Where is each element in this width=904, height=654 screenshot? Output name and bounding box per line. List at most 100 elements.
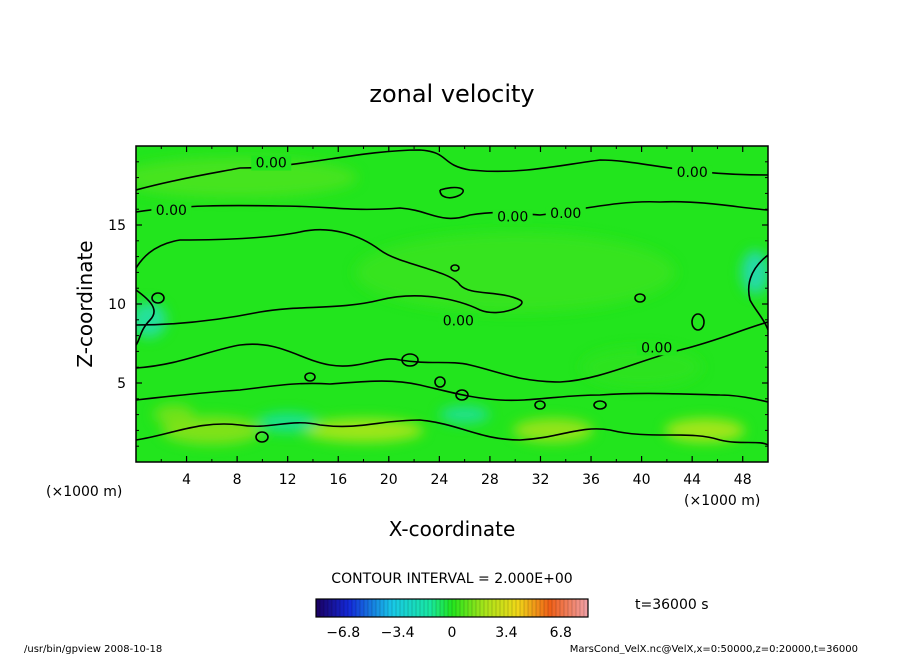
x-axis: 4 8 12 16 20 24 28 32 36 40 44 48 xyxy=(160,146,752,488)
colorbar xyxy=(315,598,589,618)
colorbar-cell xyxy=(492,599,497,617)
colorbar-cell xyxy=(468,599,473,617)
colorbar-cell xyxy=(432,599,437,617)
y-axis: 5 10 15 xyxy=(108,161,768,447)
contour-label: 0.00 xyxy=(550,206,581,222)
colorbar-cell xyxy=(416,599,421,617)
x-tick-label: 28 xyxy=(481,472,499,488)
field-patch xyxy=(513,418,594,443)
x-unit-right: (×1000 m) xyxy=(684,493,760,509)
colorbar-cell xyxy=(332,599,337,617)
colorbar-cell xyxy=(392,599,397,617)
colorbar-cell xyxy=(448,599,453,617)
colorbar-cell xyxy=(420,599,425,617)
colorbar-cell xyxy=(532,599,537,617)
colorbar-cell xyxy=(528,599,533,617)
x-tick-label: 32 xyxy=(532,472,550,488)
colorbar-cell xyxy=(372,599,377,617)
colorbar-cell xyxy=(552,599,557,617)
x-tick-label: 40 xyxy=(633,472,651,488)
colorbar-cell xyxy=(364,599,369,617)
colorbar-cell xyxy=(476,599,481,617)
colorbar-cell xyxy=(452,599,457,617)
colorbar-cell xyxy=(344,599,349,617)
colorbar-cell xyxy=(480,599,485,617)
colorbar-cell xyxy=(508,599,513,617)
colorbar-cell xyxy=(576,599,581,617)
colorbar-cell xyxy=(408,599,413,617)
field-patch xyxy=(303,418,424,443)
contour-label-bg xyxy=(672,165,713,181)
contour-line xyxy=(748,254,768,331)
y-axis-label: Z-coordinate xyxy=(73,240,97,367)
colorbar-cell xyxy=(440,599,445,617)
field-patch xyxy=(439,405,490,424)
x-tick-label: 20 xyxy=(380,472,398,488)
contour-label: 0.00 xyxy=(156,203,187,219)
colorbar-cell xyxy=(328,599,333,617)
colorbar-cell xyxy=(320,599,325,617)
field-patch xyxy=(136,157,358,198)
colorbar-cell xyxy=(484,599,489,617)
contour-loop xyxy=(593,400,607,410)
x-tick-label: 44 xyxy=(683,472,701,488)
contour-label: 0.00 xyxy=(677,165,708,181)
contour-loop xyxy=(634,293,646,303)
field-patch xyxy=(355,232,676,313)
contour-label: 0.00 xyxy=(256,156,287,172)
contour-label-bg xyxy=(151,202,192,218)
colorbar-cell xyxy=(580,599,585,617)
colorbar-cell xyxy=(388,599,393,617)
colorbar-cell xyxy=(348,599,353,617)
colorbar-tick-label: 3.4 xyxy=(495,625,517,641)
contour-label: 0.00 xyxy=(641,340,672,356)
x-tick-label: 16 xyxy=(329,472,347,488)
contour-label-bg xyxy=(492,209,533,225)
contour-loop xyxy=(304,372,316,382)
colorbar-cell xyxy=(512,599,517,617)
contour-loop xyxy=(691,313,705,331)
contour-loop xyxy=(455,389,469,401)
field-patch xyxy=(664,418,745,443)
colorbar-cell xyxy=(472,599,477,617)
x-tick-label: 12 xyxy=(279,472,297,488)
colorbar-cell xyxy=(444,599,449,617)
footer-right: MarsCond_VelX.nc@VelX,x=0:50000,z=0:2000… xyxy=(570,644,858,654)
contour-label: 0.00 xyxy=(497,209,528,225)
colorbar-cell xyxy=(560,599,565,617)
colorbar-cell xyxy=(524,599,529,617)
colorbar-cell xyxy=(340,599,345,617)
colorbar-cell xyxy=(380,599,385,617)
contour-line xyxy=(136,200,768,220)
contour-interval-label: CONTOUR INTERVAL = 2.000E+00 xyxy=(331,571,572,587)
contour-loop xyxy=(255,431,269,443)
time-label: t=36000 s xyxy=(635,597,709,613)
colorbar-tick-label: 6.8 xyxy=(550,625,572,641)
colorbar-cell xyxy=(568,599,573,617)
contour-label-bg xyxy=(545,206,586,222)
field-patch xyxy=(161,416,262,445)
contour-loop xyxy=(151,292,165,304)
contour-label: 0.00 xyxy=(443,314,474,330)
x-tick-label: 8 xyxy=(233,472,242,488)
contour-loop xyxy=(534,400,546,410)
contour-loop xyxy=(401,353,419,367)
colorbar-cell xyxy=(460,599,465,617)
colorbar-cell xyxy=(412,599,417,617)
colorbar-cell xyxy=(352,599,357,617)
contour-line xyxy=(136,289,155,346)
colorbar-border xyxy=(315,598,589,618)
y-tick-label: 10 xyxy=(108,297,126,313)
colorbar-cell xyxy=(456,599,461,617)
colorbar-cell xyxy=(504,599,509,617)
colorbar-tick-label: −3.4 xyxy=(381,625,415,641)
colorbar-cell xyxy=(316,599,321,617)
x-tick-label: 36 xyxy=(582,472,600,488)
colorbar-cell xyxy=(428,599,433,617)
colorbar-cell xyxy=(424,599,429,617)
contour-line xyxy=(136,228,523,326)
colorbar-cell xyxy=(536,599,541,617)
colorbar-cell xyxy=(556,599,561,617)
field-patch xyxy=(153,404,194,425)
x-tick-label: 24 xyxy=(430,472,448,488)
